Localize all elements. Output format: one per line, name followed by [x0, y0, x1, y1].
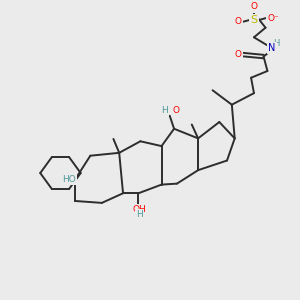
Text: O: O: [173, 106, 180, 116]
Text: HO: HO: [62, 175, 75, 184]
Text: H: H: [136, 210, 143, 219]
Text: S: S: [250, 15, 257, 25]
Text: N: N: [268, 43, 275, 53]
Text: O: O: [235, 17, 242, 26]
Text: H: H: [274, 39, 280, 48]
Text: O⁻: O⁻: [267, 14, 279, 22]
Text: O: O: [250, 2, 257, 11]
Text: H: H: [161, 106, 168, 116]
Text: OH: OH: [132, 205, 146, 214]
Text: O: O: [235, 50, 242, 59]
